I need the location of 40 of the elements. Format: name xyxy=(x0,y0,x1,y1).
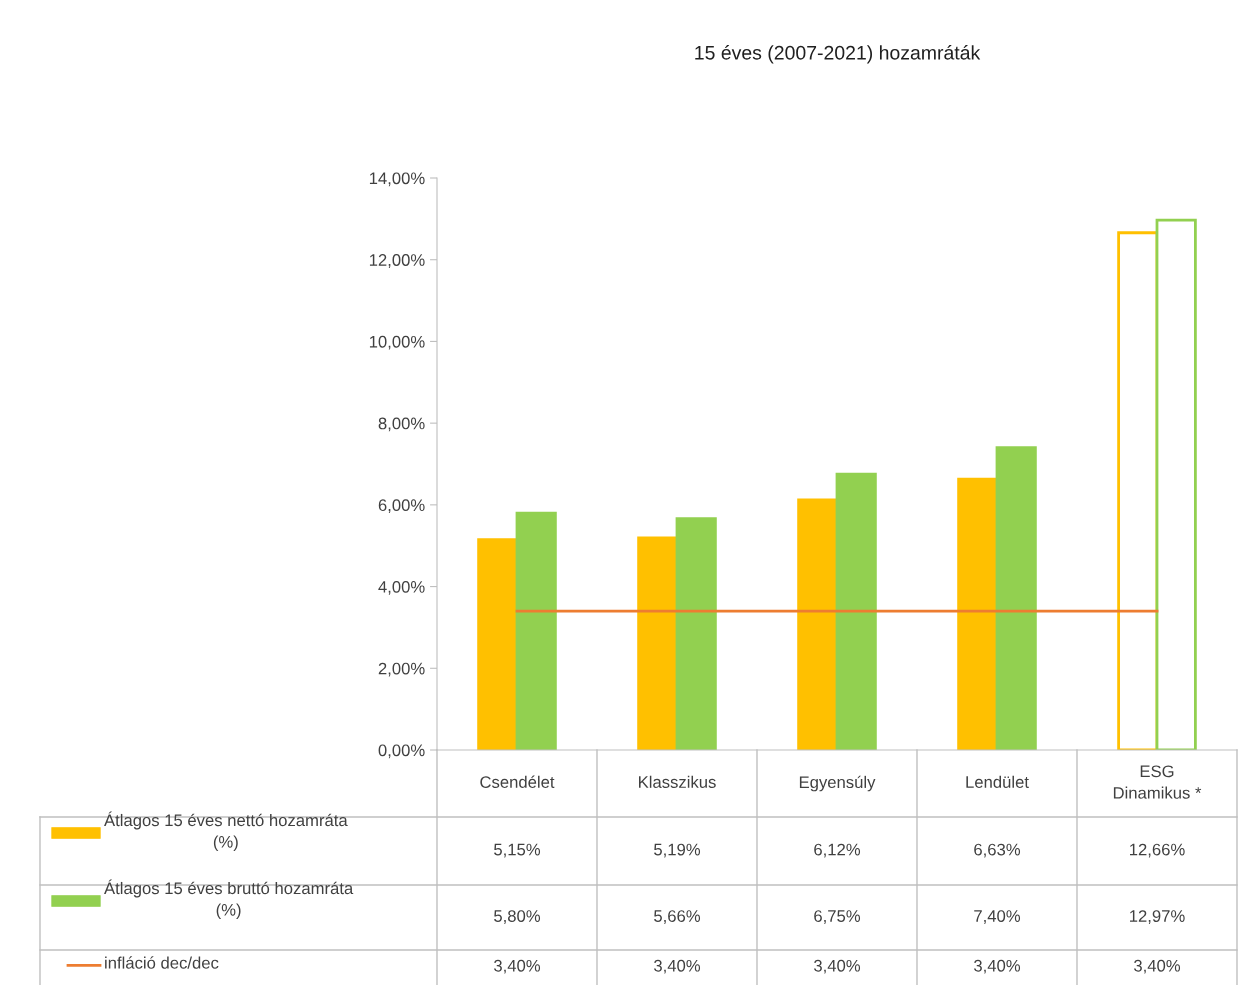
y-tick-label: 14,00% xyxy=(369,172,425,187)
y-tick-label: 6,00% xyxy=(378,499,425,514)
data-label: 6,63% xyxy=(974,843,1021,858)
bar xyxy=(995,446,1037,750)
bar xyxy=(835,472,877,750)
y-tick-label: 10,00% xyxy=(369,335,425,350)
data-label: 12,97% xyxy=(1130,910,1185,924)
y-tick-label: 8,00% xyxy=(378,417,425,432)
x-tick-label: Klasszikus xyxy=(639,775,716,788)
x-tick-label: Lendület xyxy=(966,775,1029,788)
data-label: 3,40% xyxy=(654,959,701,974)
data-label: 7,40% xyxy=(974,910,1021,924)
x-tick-label: ESG Dinamikus * xyxy=(1113,765,1202,799)
x-tick-label: Egyensúly xyxy=(799,775,876,792)
data-label: 5,15% xyxy=(494,843,541,858)
data-label: 5,66% xyxy=(654,910,701,924)
data-label: 3,40% xyxy=(974,959,1021,974)
bar xyxy=(515,511,557,750)
y-tick-label: 2,00% xyxy=(378,662,425,677)
chart-title: 15 éves (2007-2021) hozamráták xyxy=(695,45,981,64)
data-label: 6,12% xyxy=(814,843,861,858)
bar xyxy=(637,536,679,750)
legend-label: infláció dec/dec xyxy=(105,956,219,969)
bar xyxy=(797,498,839,750)
bar xyxy=(477,538,519,750)
data-label: 6,75% xyxy=(814,910,861,924)
data-label: 5,80% xyxy=(494,910,541,924)
data-label: 3,40% xyxy=(494,959,541,974)
data-label: 3,40% xyxy=(814,959,861,974)
bar xyxy=(675,517,717,750)
x-tick-label: Csendélet xyxy=(480,775,555,788)
y-tick-label: 12,00% xyxy=(369,254,425,268)
bar xyxy=(957,477,999,750)
data-label: 3,40% xyxy=(1134,959,1181,974)
legend-label: Átlagos 15 éves nettó hozamráta (%) xyxy=(104,811,348,852)
legend-label: Átlagos 15 éves bruttó hozamráta (%) xyxy=(104,879,354,920)
y-tick-label: 4,00% xyxy=(378,580,425,595)
y-tick-label: 0,00% xyxy=(378,744,425,759)
data-label: 5,19% xyxy=(654,843,701,858)
data-label: 12,66% xyxy=(1130,843,1185,858)
